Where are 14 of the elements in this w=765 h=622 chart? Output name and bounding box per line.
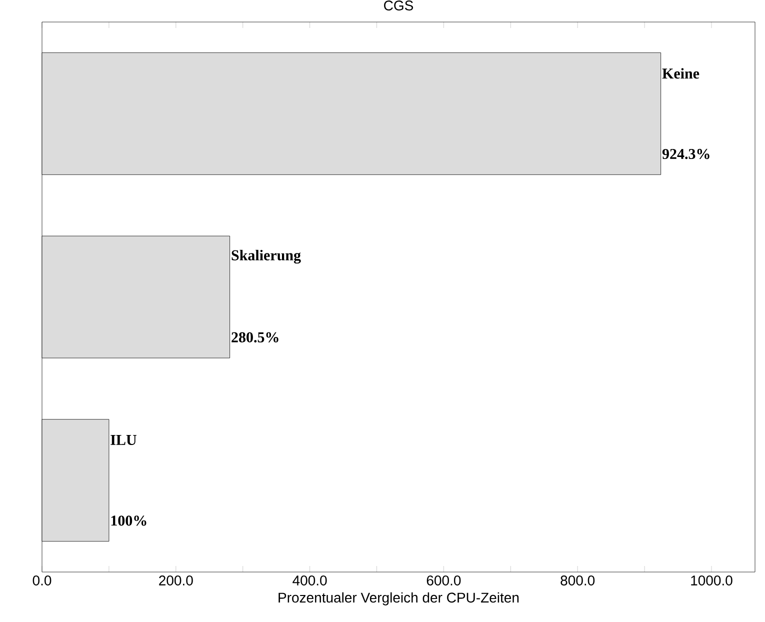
x-tick-label: 0.0 <box>32 576 52 586</box>
x-tick-label: 400.0 <box>292 576 327 586</box>
x-tick-label: 200.0 <box>159 576 193 586</box>
x-axis-title: Prozentualer Vergleich der CPU-Zeiten <box>278 592 519 606</box>
chart-title: CGS <box>384 0 414 10</box>
y-tick-label: ILU <box>110 435 136 445</box>
y-tick-label: Keine <box>662 68 700 79</box>
x-tick-label: 800.0 <box>560 576 595 586</box>
x-tick-label: 1000.0 <box>691 576 732 586</box>
data-label: 100% <box>111 516 146 526</box>
x-tick-label: 600.0 <box>426 576 461 586</box>
data-label: 280.5% <box>232 332 278 342</box>
y-tick-label: Skalierung <box>232 250 301 264</box>
data-label: 924.3% <box>662 148 710 160</box>
